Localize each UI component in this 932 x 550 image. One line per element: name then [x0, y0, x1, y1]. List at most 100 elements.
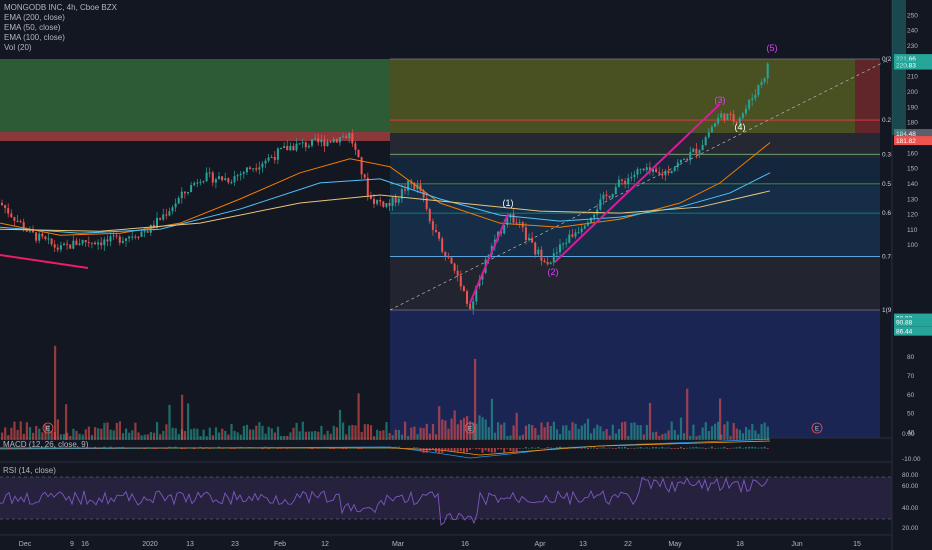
candle	[276, 148, 279, 160]
volume-bar	[754, 430, 757, 440]
macd-hist-bar	[369, 447, 372, 449]
candle	[738, 117, 741, 124]
volume-bar	[549, 425, 552, 440]
macd-hist-bar	[679, 446, 682, 449]
volume-bar	[435, 434, 438, 440]
volume-bar	[214, 427, 218, 440]
macd-hist-bar	[459, 448, 462, 452]
volume-bar	[639, 425, 642, 440]
macd-hist-bar	[487, 448, 490, 452]
volume-bar	[134, 422, 137, 440]
volume-bar	[366, 424, 369, 440]
volume-bar	[760, 424, 763, 440]
x-tick: 16	[461, 541, 469, 548]
volume-bar	[518, 435, 521, 440]
macd-hist-bar	[156, 448, 158, 449]
volume-bar	[379, 430, 382, 440]
volume-bar	[143, 434, 146, 440]
red-band-left	[0, 132, 390, 141]
wave-label: (4)	[735, 122, 746, 132]
macd-hist-bar	[329, 448, 332, 449]
earnings-label: E	[46, 427, 50, 433]
candle	[314, 138, 317, 140]
volume-bar	[382, 430, 385, 440]
macd-hist-bar	[738, 446, 741, 449]
volume-bar	[224, 430, 227, 440]
candle	[537, 249, 540, 255]
candle	[441, 238, 444, 252]
volume-bar	[329, 433, 332, 440]
volume-bar	[667, 430, 670, 440]
macd-hist-bar	[258, 447, 261, 449]
candle	[382, 201, 385, 207]
volume-bar	[679, 417, 683, 440]
candle	[608, 195, 611, 198]
candle	[137, 236, 140, 238]
volume-bar	[351, 424, 354, 440]
volume-bar	[726, 421, 729, 440]
price-axis-bg	[892, 0, 932, 550]
price-tick: 120	[907, 212, 918, 219]
candle	[202, 181, 205, 183]
candle	[469, 303, 472, 310]
macd-hist-bar	[528, 447, 530, 449]
macd-hist-bar	[546, 447, 549, 449]
target-zone	[390, 59, 855, 133]
x-tick: 12	[321, 541, 329, 548]
volume-bar	[419, 427, 422, 440]
macd-hist-bar	[630, 447, 633, 449]
candle	[109, 236, 112, 242]
volume-bar	[81, 434, 84, 440]
candle	[317, 138, 320, 143]
macd-hist-bar	[236, 447, 239, 449]
volume-bar	[137, 432, 140, 440]
macd-hist-bar	[410, 448, 413, 449]
candle	[10, 213, 13, 218]
volume-bar	[295, 422, 298, 440]
macd-hist-bar	[214, 447, 217, 449]
volume-bar	[689, 435, 692, 440]
volume-bar	[90, 434, 94, 440]
volume-bar	[732, 422, 735, 440]
blue-zone	[390, 310, 880, 438]
price-tag-bg	[894, 317, 932, 327]
candle	[118, 236, 121, 243]
candle	[357, 149, 360, 158]
volume-bar	[478, 415, 481, 440]
volume-bar	[118, 421, 121, 440]
candle	[695, 148, 698, 154]
volume-bar	[354, 425, 357, 440]
earnings-marker	[811, 422, 823, 434]
macd-hist-bar	[667, 447, 670, 449]
macd-hist-bar	[599, 447, 602, 449]
macd-hist-bar	[81, 448, 84, 449]
candle	[264, 160, 267, 164]
x-tick: 9	[70, 541, 74, 548]
macd-hist-bar	[199, 446, 202, 449]
volume-bar	[410, 427, 413, 440]
macd-hist-bar	[174, 446, 177, 449]
candle	[422, 190, 425, 198]
volume-bar	[249, 429, 252, 440]
macd-hist-bar	[614, 448, 617, 449]
candle	[35, 232, 38, 241]
macd-hist-bar	[32, 447, 34, 449]
candle	[701, 145, 704, 151]
volume-bar	[106, 422, 109, 440]
volume-bar	[515, 412, 518, 440]
volume-bar	[627, 435, 630, 440]
volume-bar	[537, 434, 540, 440]
macd-hist-bar	[621, 447, 623, 449]
candle	[568, 234, 571, 243]
price-tag-bg	[894, 129, 932, 139]
candle	[419, 184, 422, 191]
macd-hist-bar	[28, 447, 31, 449]
volume-bars	[1, 345, 769, 440]
volume-bar	[571, 422, 574, 440]
candle	[735, 121, 738, 124]
macd-hist-bar	[763, 446, 766, 449]
fib-label: 0(221	[882, 56, 899, 63]
macd-hist-bar	[652, 447, 654, 449]
candle	[329, 141, 332, 143]
macd-hist-bar	[456, 448, 459, 452]
